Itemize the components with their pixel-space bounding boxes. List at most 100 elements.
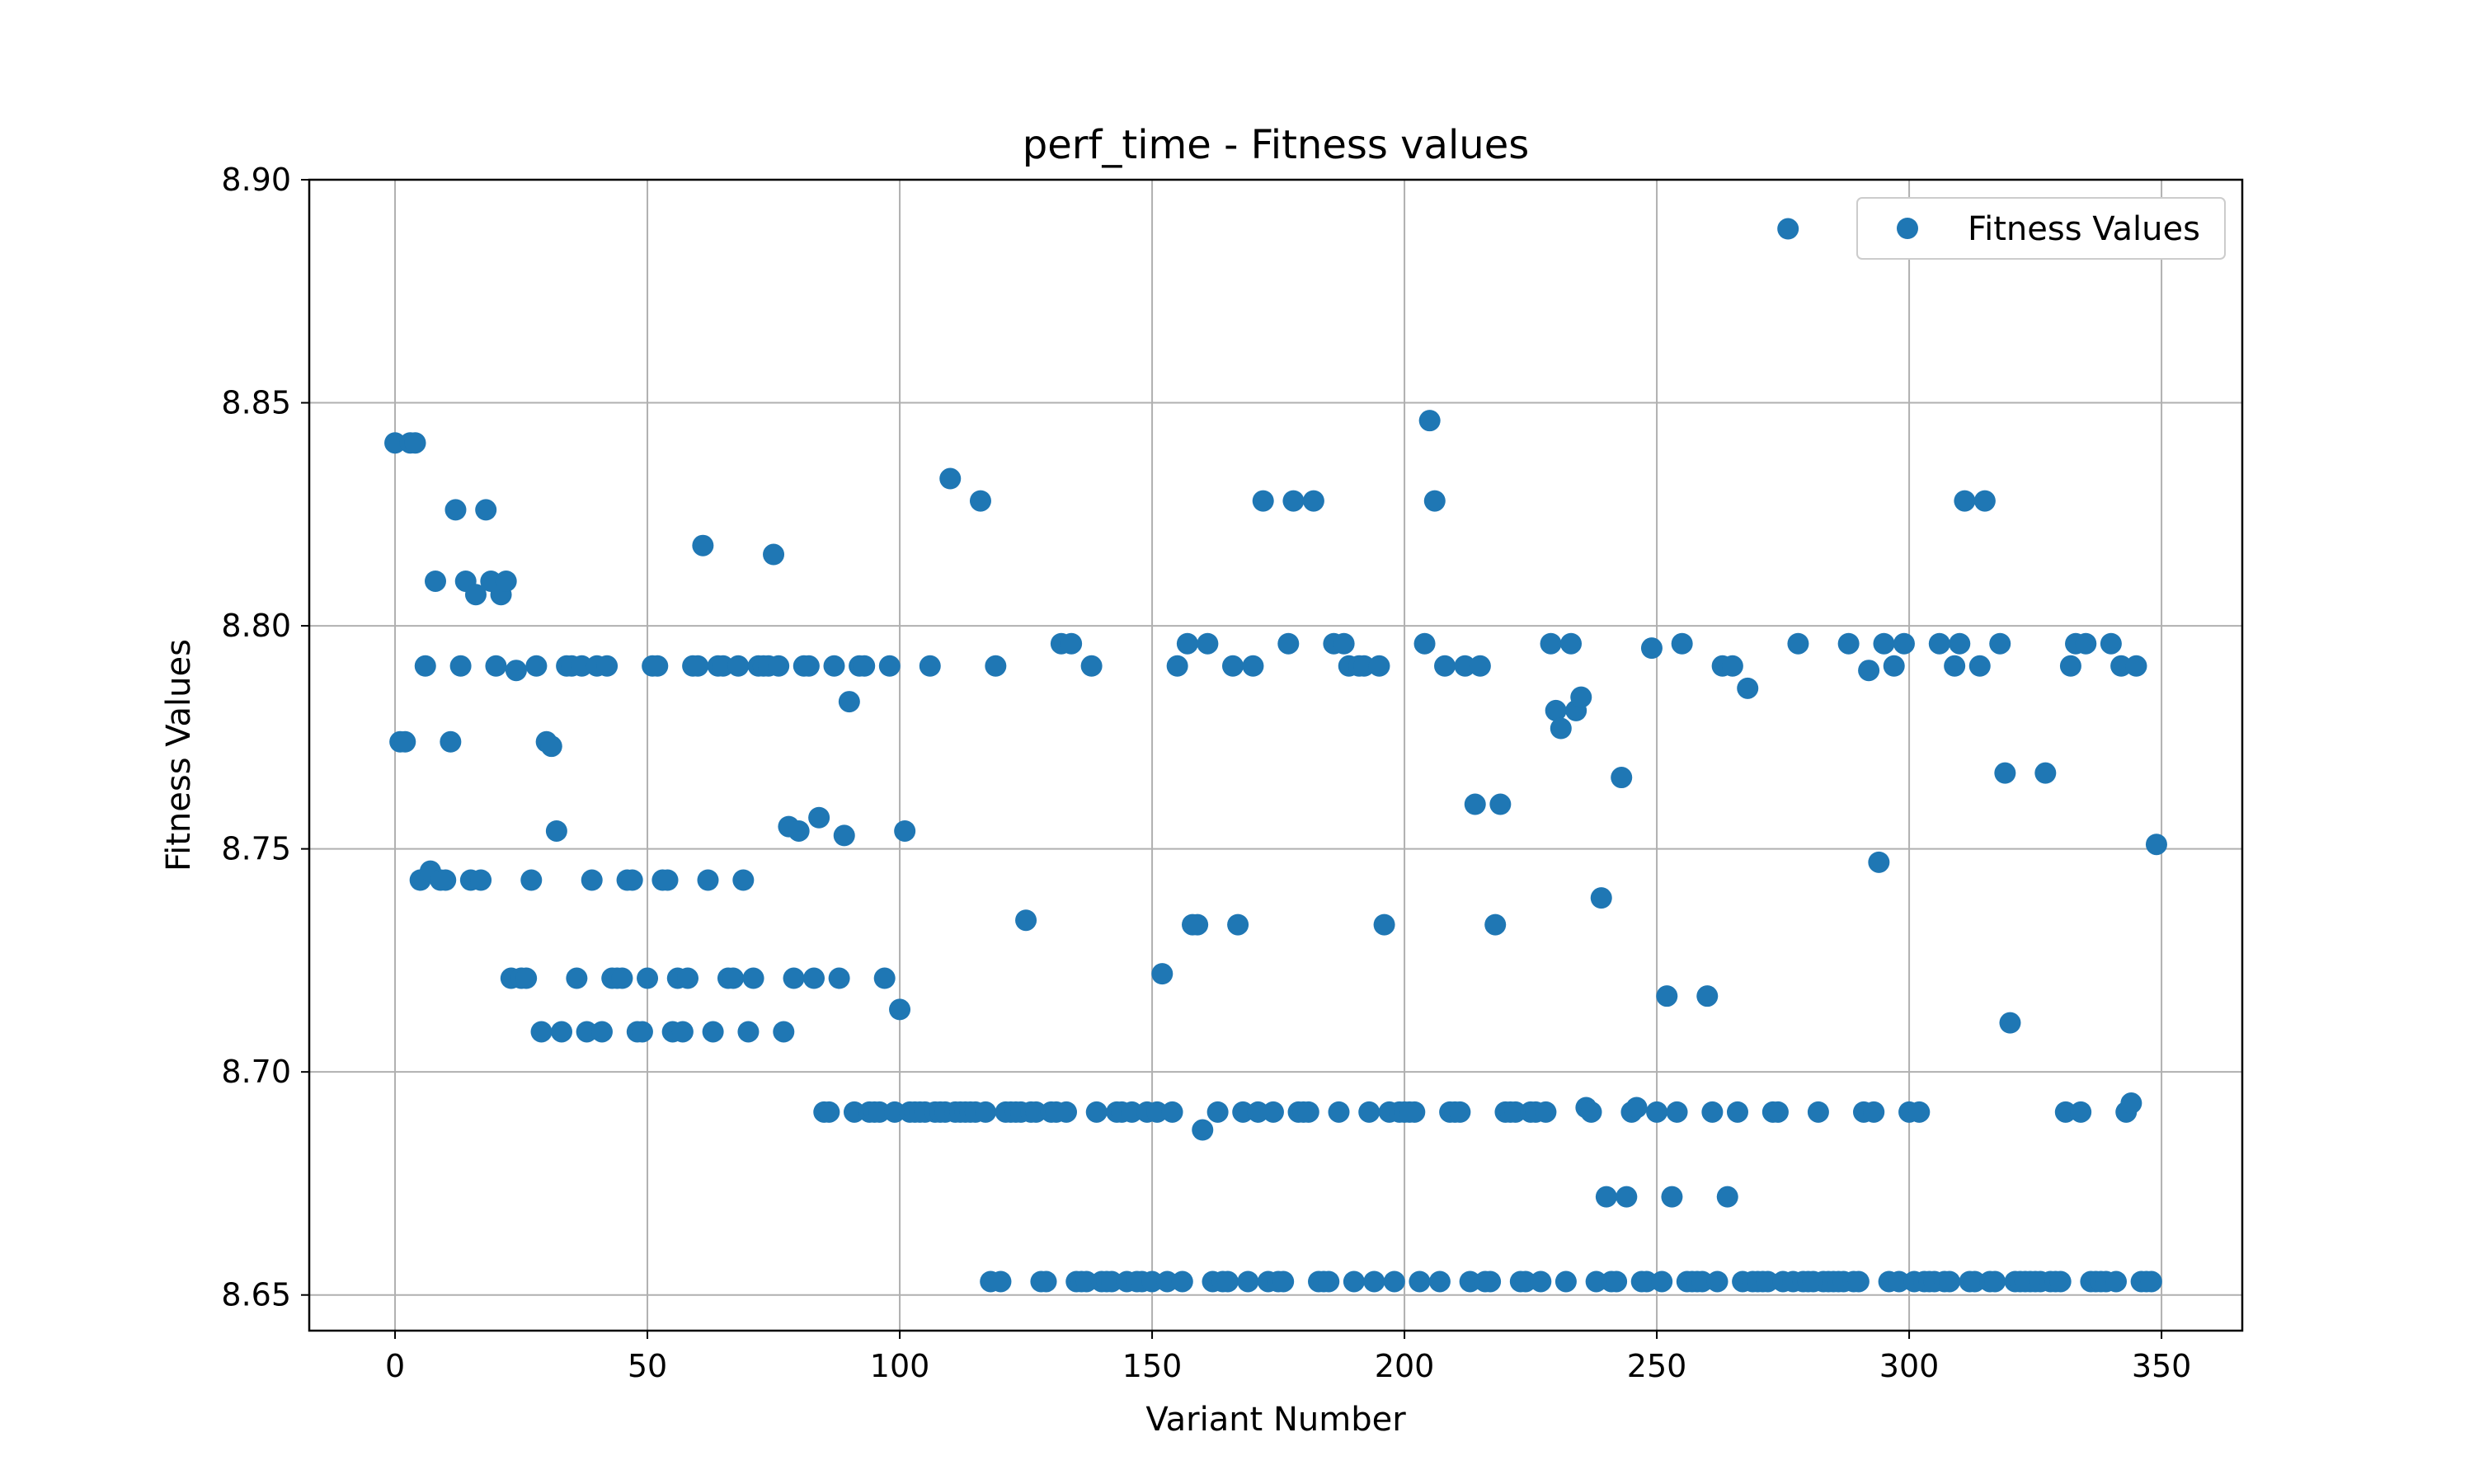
- y-tick-label: 8.70: [221, 1054, 291, 1090]
- data-point: [540, 735, 562, 758]
- data-point: [712, 655, 734, 677]
- data-point: [1656, 985, 1678, 1007]
- legend-marker: [1897, 218, 1918, 239]
- data-point: [854, 655, 876, 677]
- data-point: [732, 869, 755, 891]
- data-point: [1383, 1270, 1405, 1293]
- data-point: [1373, 913, 1395, 936]
- data-point: [1232, 1101, 1254, 1123]
- data-point: [1075, 1270, 1098, 1293]
- data-point: [1206, 1101, 1229, 1123]
- data-point: [551, 1021, 573, 1043]
- data-point: [495, 570, 517, 592]
- data-point: [975, 1101, 997, 1123]
- data-point: [1989, 632, 2011, 655]
- data-point: [2054, 1101, 2077, 1123]
- data-point: [1666, 1101, 1688, 1123]
- data-point: [889, 998, 911, 1021]
- y-tick-label: 8.80: [221, 608, 291, 644]
- data-point: [1358, 1101, 1380, 1123]
- data-point: [808, 806, 830, 829]
- data-point: [1484, 913, 1507, 936]
- data-point: [2075, 632, 2097, 655]
- data-point: [687, 655, 709, 677]
- data-point: [838, 691, 860, 713]
- data-point: [868, 1101, 891, 1123]
- data-point: [404, 432, 426, 454]
- data-point: [1606, 1270, 1628, 1293]
- data-point: [1413, 632, 1436, 655]
- data-point: [1635, 1270, 1658, 1293]
- data-point: [1459, 1270, 1481, 1293]
- data-point: [576, 1021, 598, 1043]
- data-point: [1101, 1270, 1123, 1293]
- chart-title: perf_time - Fitness values: [1023, 122, 1530, 168]
- data-point: [1847, 1270, 1870, 1293]
- data-point: [1197, 632, 1219, 655]
- data-point: [1176, 632, 1198, 655]
- data-point: [1247, 1101, 1269, 1123]
- data-point: [1449, 1101, 1471, 1123]
- data-point: [444, 499, 467, 521]
- data-point: [1061, 632, 1083, 655]
- data-point: [742, 967, 764, 989]
- x-tick-label: 350: [2132, 1348, 2192, 1384]
- data-point: [596, 655, 618, 677]
- data-point: [1464, 793, 1486, 815]
- data-point: [803, 967, 825, 989]
- data-point: [1868, 851, 1890, 873]
- data-point: [1216, 1270, 1239, 1293]
- x-tick-label: 300: [1879, 1348, 1940, 1384]
- data-point: [1545, 699, 1567, 721]
- data-point: [2105, 1270, 2127, 1293]
- data-point: [2049, 1270, 2072, 1293]
- data-point: [656, 869, 679, 891]
- data-point: [1333, 632, 1355, 655]
- y-tick-label: 8.75: [221, 831, 291, 867]
- data-point: [611, 967, 633, 989]
- data-point: [702, 1021, 724, 1043]
- data-point: [1994, 762, 2016, 784]
- data-point: [1237, 1270, 1259, 1293]
- data-point: [671, 1021, 694, 1043]
- data-point: [1368, 655, 1390, 677]
- data-point: [2059, 655, 2081, 677]
- data-point: [1272, 1270, 1295, 1293]
- data-point: [1661, 1186, 1683, 1208]
- data-point: [505, 660, 527, 682]
- data-point: [727, 655, 750, 677]
- data-point: [647, 655, 669, 677]
- x-axis-ticks: 0 50 100 150 200 250 300 350: [385, 1331, 2191, 1384]
- y-axis-label: Fitness Values: [160, 639, 198, 871]
- data-point: [1973, 490, 1996, 512]
- data-point: [1737, 677, 1759, 699]
- data-point: [1554, 1270, 1577, 1293]
- data-point: [1242, 655, 1264, 677]
- data-point: [1858, 660, 1880, 682]
- data-point: [590, 1021, 613, 1043]
- legend: Fitness Values: [1856, 197, 2226, 260]
- data-point: [1035, 1270, 1057, 1293]
- x-tick-label: 250: [1627, 1348, 1687, 1384]
- data-point: [1550, 717, 1572, 740]
- data-point: [1343, 1270, 1365, 1293]
- data-point: [1893, 632, 1915, 655]
- x-tick-label: 0: [385, 1348, 405, 1384]
- x-tick-label: 200: [1375, 1348, 1435, 1384]
- data-point: [985, 655, 1007, 677]
- data-point: [621, 869, 643, 891]
- data-point: [1716, 1186, 1738, 1208]
- data-point: [969, 490, 991, 512]
- data-point: [1514, 1270, 1536, 1293]
- data-point: [1121, 1101, 1143, 1123]
- y-tick-label: 8.65: [221, 1277, 291, 1313]
- data-point: [571, 655, 593, 677]
- data-point: [1560, 632, 1583, 655]
- data-point: [1302, 490, 1324, 512]
- data-point: [1363, 1270, 1385, 1293]
- data-point: [692, 534, 714, 556]
- data-point: [1535, 1101, 1557, 1123]
- data-point: [1908, 1101, 1931, 1123]
- data-point: [1297, 1101, 1319, 1123]
- data-point: [1585, 1270, 1607, 1293]
